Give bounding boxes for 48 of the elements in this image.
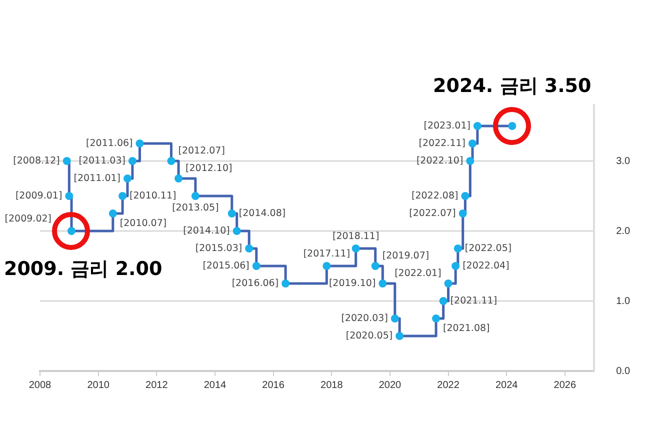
annotation: [2019.07] (382, 250, 430, 262)
annotation: [2021.11] (450, 295, 498, 306)
annotation: [2022.07] (409, 208, 456, 219)
annotation: [2020.05] (346, 330, 393, 342)
annotation: [2011.06] (86, 138, 133, 149)
x-tick-label: 2008 (28, 380, 52, 391)
annotation: [2015.06] (202, 260, 250, 272)
x-tick-label: 2016 (262, 380, 285, 391)
x-tick-label: 2024 (495, 380, 518, 391)
x-tick-label: 2020 (378, 380, 402, 391)
annotation: [2019.10] (328, 278, 376, 289)
annotation: [2021.08] (443, 322, 490, 334)
annotation: [2010.11] (130, 190, 176, 202)
y-tick-label: 2.0 (616, 226, 630, 237)
x-tick-label: 2018 (320, 380, 344, 391)
annotation: [2022.04] (462, 260, 510, 272)
x-tick-label: 2026 (554, 380, 576, 391)
x-tick-label: 2022 (437, 380, 460, 391)
annotation: [2022.10] (416, 155, 464, 166)
annotation: [2011.03] (78, 155, 126, 166)
annotation: [2023.01] (424, 120, 470, 132)
annotation: [2014.08] (238, 208, 286, 219)
x-tick-label: 2012 (146, 380, 168, 391)
annotation: [2016.06] (232, 278, 279, 289)
annotation: [2020.03] (341, 312, 388, 324)
y-tick-label: 0.0 (616, 366, 630, 377)
x-tick-label: 2010 (87, 380, 110, 391)
annotation: [2009.02] (4, 213, 52, 224)
annotation: 2024. 금리 3.50 (433, 74, 592, 97)
annotation: [2010.07] (120, 218, 167, 229)
annotation: [2017.11] (303, 248, 350, 260)
annotation: [2013.05] (172, 202, 219, 214)
annotation: [2014.10] (183, 225, 230, 236)
annotation: [2015.03] (195, 242, 242, 254)
annotation: [2012.10] (186, 162, 232, 174)
annotation: [2022.08] (412, 190, 458, 202)
annotation: [2009.01] (15, 190, 62, 202)
annotation: [2022.01] (394, 268, 442, 279)
annotation: [2012.07] (178, 145, 225, 156)
annotation: [2008.12] (13, 155, 60, 166)
annotation: 2009. 금리 2.00 (4, 258, 162, 280)
y-tick-label: 3.0 (616, 156, 630, 167)
annotation: [2011.01] (74, 172, 120, 184)
annotation: [2018.11] (332, 230, 380, 242)
annotation: [2022.05] (464, 242, 512, 254)
x-tick-label: 2014 (204, 380, 227, 391)
y-tick-label: 1.0 (616, 296, 630, 307)
annotation: [2022.11] (418, 138, 466, 149)
